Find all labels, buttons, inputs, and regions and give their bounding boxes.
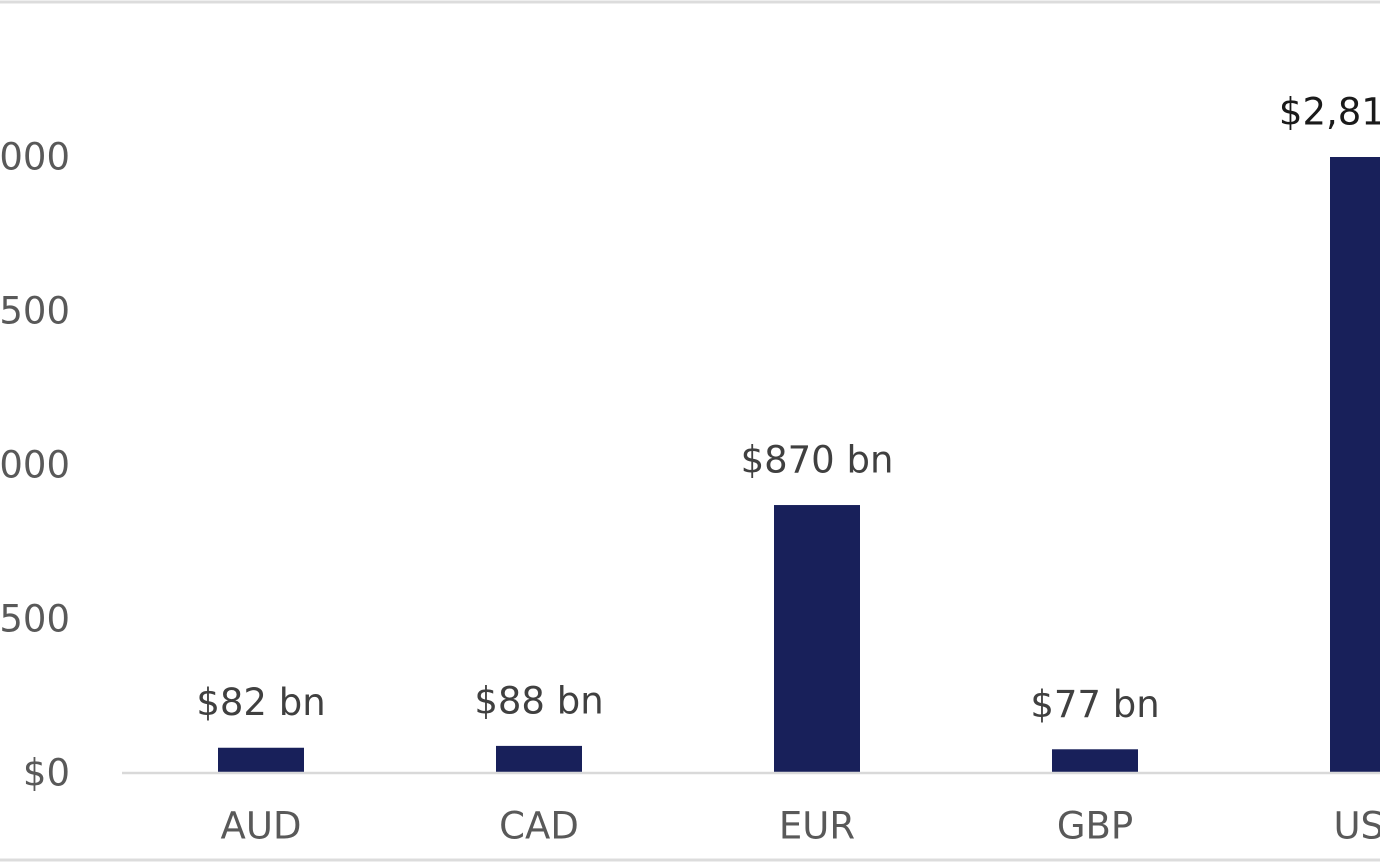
x-tick-label-cad: CAD: [499, 805, 579, 848]
x-tick-label-eur: EUR: [779, 805, 855, 848]
y-tick-label: $500: [0, 598, 70, 641]
x-axis-labels: AUD CAD EUR GBP USD: [221, 805, 1380, 848]
bar-gbp: [1052, 749, 1138, 773]
y-tick-label: $1,000: [0, 444, 70, 487]
data-label-eur: $870 bn: [741, 439, 894, 482]
y-tick-label: $0: [23, 752, 70, 795]
x-tick-label-gbp: GBP: [1057, 805, 1133, 848]
bar-usd: [1330, 157, 1380, 773]
bar-aud: [218, 747, 304, 773]
y-tick-label: $1,500: [0, 290, 70, 333]
bars: [218, 157, 1380, 773]
bar-eur: [774, 505, 860, 773]
y-tick-label: $2,000: [0, 136, 70, 179]
x-tick-label-aud: AUD: [221, 805, 302, 848]
x-tick-label-usd: USD: [1333, 805, 1380, 848]
data-label-gbp: $77 bn: [1030, 683, 1159, 726]
data-labels: $82 bn $88 bn $870 bn $77 bn $2,814 bn: [196, 91, 1380, 726]
data-label-cad: $88 bn: [474, 679, 603, 722]
data-label-usd: $2,814 bn: [1279, 91, 1380, 134]
y-axis-ticks: $0 $500 $1,000 $1,500 $2,000: [0, 136, 70, 795]
data-label-aud: $82 bn: [196, 681, 325, 724]
bar-cad: [496, 745, 582, 773]
